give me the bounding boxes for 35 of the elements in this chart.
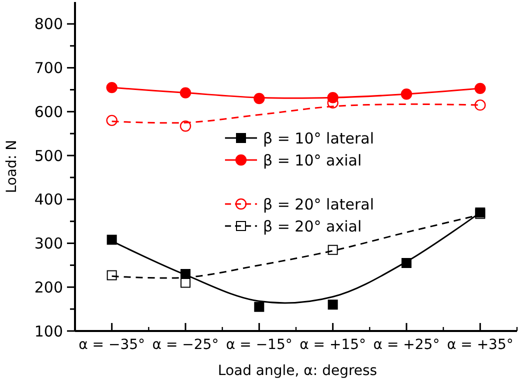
- point: [474, 82, 486, 94]
- point: [254, 92, 265, 104]
- legend-label: β = 20° lateral: [263, 195, 374, 214]
- point: [328, 244, 338, 255]
- point: [474, 99, 486, 111]
- point: [180, 120, 192, 132]
- y-tick-label: 300: [34, 234, 63, 253]
- point: [400, 88, 412, 100]
- point: [402, 258, 412, 268]
- x-tick-label: α = +35°: [446, 337, 514, 353]
- y-tick-label: 400: [34, 190, 63, 209]
- x-tick-label: α = +25°: [373, 337, 440, 353]
- y-tick-label: 700: [34, 59, 63, 78]
- y-tick-label: 500: [34, 146, 63, 165]
- point: [254, 302, 264, 312]
- x-tick-label: α = −15°: [226, 337, 292, 353]
- legend-label: β = 20° axial: [263, 217, 362, 236]
- point: [180, 87, 192, 98]
- legend-label: β = 10° lateral: [263, 129, 374, 148]
- x-axis-title: Load angle, α: degress: [218, 363, 378, 379]
- x-tick-label: α = −25°: [152, 337, 219, 353]
- y-axis-title: Load: N: [4, 140, 20, 194]
- x-tick-label: α = −35°: [78, 337, 146, 353]
- point: [106, 114, 118, 126]
- point: [328, 300, 338, 310]
- y-tick-label: 200: [34, 278, 63, 296]
- y-tick-label: 800: [34, 15, 63, 34]
- point: [106, 82, 118, 94]
- legend-label: β = 10° axial: [263, 151, 362, 170]
- point: [106, 270, 117, 280]
- y-tick-label: 100: [34, 322, 63, 340]
- point: [180, 278, 190, 288]
- point: [106, 234, 117, 245]
- y-tick-label: 600: [34, 102, 63, 121]
- x-tick-label: α = +15°: [300, 337, 366, 353]
